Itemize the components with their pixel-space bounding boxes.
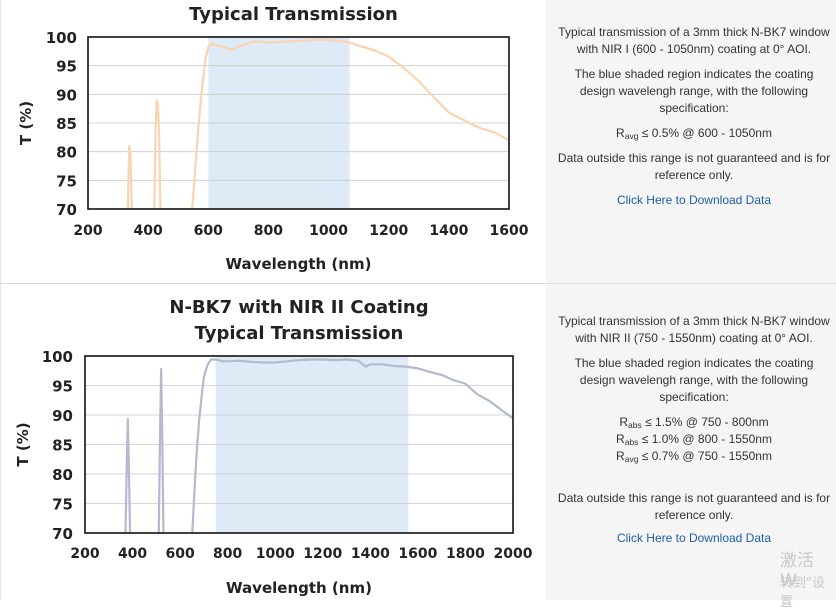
data-disclaimer: Data outside this range is not guarantee… (557, 151, 831, 182)
shaded-region-note: The blue shaded region indicates the coa… (574, 356, 814, 404)
y-tick-label: 95 (52, 378, 73, 396)
chart-panel: 70 75 80 85 90 95 100 200 400 600 800 1000 1200 1400 1… (0, 284, 547, 600)
y-tick-label: 80 (56, 144, 77, 162)
transmission-chart-nir2: 70 75 80 85 90 95 100 200 400 600 800 1000 1200 1400 1… (14, 297, 533, 597)
spec-line: Rabs ≤ 1.0% @ 800 - 1550nm (616, 432, 772, 447)
chart-title-line: Typical Transmission (195, 323, 404, 344)
transmission-line-1 (157, 367, 165, 533)
y-axis-label: T (%) (14, 422, 32, 466)
spec-line: Rabs ≤ 1.5% @ 750 - 800nm (619, 415, 769, 430)
data-disclaimer: Data outside this range is not guarantee… (557, 491, 831, 522)
y-tick-label: 75 (52, 496, 73, 514)
x-tick-label: 400 (134, 223, 163, 239)
x-tick-label: 1000 (309, 223, 348, 239)
plot-frame (87, 36, 510, 210)
y-tick-label: 90 (52, 407, 73, 425)
x-tick-label: 1000 (256, 546, 295, 562)
chart-info-text: Typical transmission of a 3mm thick N-BK… (556, 313, 832, 555)
x-tick-label: 200 (73, 223, 102, 239)
y-tick-label: 75 (56, 172, 77, 190)
transmission-line-2 (191, 358, 513, 533)
spec-line: Ravg ≤ 0.7% @ 750 - 1550nm (616, 449, 772, 464)
chart-title-line: Typical Transmission (189, 4, 398, 25)
x-tick-label: 1600 (398, 546, 437, 562)
chart-info-panel: Typical transmission of a 3mm thick N-BK… (546, 284, 836, 610)
download-data-link[interactable]: Click Here to Download Data (616, 193, 772, 207)
chart-title-line: N-BK7 with NIR II Coating (169, 297, 428, 318)
y-axis-label: T (%) (17, 101, 35, 145)
x-tick-label: 800 (254, 223, 283, 239)
y-tick-label: 85 (56, 115, 77, 133)
spec-line: Ravg ≤ 0.5% @ 600 - 1050nm (616, 126, 772, 141)
x-tick-label: 600 (165, 546, 194, 562)
y-tick-label: 70 (56, 201, 77, 219)
x-tick-label: 1200 (369, 223, 408, 239)
chart-row-2: 70 75 80 85 90 95 100 200 400 600 800 1000 1200 1400 1… (0, 283, 836, 610)
x-tick-label: 1400 (429, 223, 468, 239)
chart-info-text: Typical transmission of a 3mm thick N-BK… (556, 24, 832, 217)
transmission-line-0 (126, 144, 133, 209)
x-tick-label: 1200 (303, 546, 342, 562)
y-tick-label: 85 (52, 437, 73, 455)
download-data-link[interactable]: Click Here to Download Data (616, 531, 772, 545)
coating-specifications: Ravg ≤ 0.5% @ 600 - 1050nm (556, 125, 832, 142)
transmission-line-0 (124, 418, 132, 533)
y-tick-label: 70 (52, 525, 73, 543)
y-tick-label: 80 (52, 466, 73, 484)
y-tick-label: 90 (56, 86, 77, 104)
activation-watermark: 激活 W (780, 551, 814, 591)
transmission-chart-nir1: 70 75 80 85 90 95 100 200 400 600 800 1000 1200 1400 1… (17, 4, 529, 273)
chart-description: Typical transmission of a 3mm thick N-BK… (558, 314, 830, 345)
y-tick-label: 100 (42, 348, 73, 366)
chart-panel: 70 75 80 85 90 95 100 200 400 600 800 1000 1200 1400 1… (0, 0, 547, 283)
x-axis-label: Wavelength (nm) (226, 255, 372, 273)
x-tick-label: 1600 (490, 223, 529, 239)
chart-row-1: 70 75 80 85 90 95 100 200 400 600 800 1000 1200 1400 1… (0, 0, 836, 283)
x-axis-label: Wavelength (nm) (226, 579, 372, 597)
shaded-region-note: The blue shaded region indicates the coa… (574, 67, 814, 115)
x-tick-label: 2000 (494, 546, 533, 562)
x-tick-label: 600 (194, 223, 223, 239)
y-tick-label: 100 (46, 29, 77, 47)
plot-frame (84, 355, 514, 534)
x-tick-label: 400 (118, 546, 147, 562)
x-tick-label: 1800 (446, 546, 485, 562)
chart-description: Typical transmission of a 3mm thick N-BK… (558, 25, 830, 56)
activation-watermark-sub: 转到"设置 (780, 576, 825, 610)
chart-info-panel: Typical transmission of a 3mm thick N-BK… (546, 0, 836, 283)
transmission-line-1 (153, 99, 162, 209)
x-tick-label: 200 (70, 546, 99, 562)
coating-specifications: Rabs ≤ 1.5% @ 750 - 800nm Rabs ≤ 1.0% @ 8… (556, 414, 832, 465)
transmission-line-2 (191, 38, 509, 209)
x-tick-label: 1400 (351, 546, 390, 562)
y-tick-label: 95 (56, 58, 77, 76)
x-tick-label: 800 (213, 546, 242, 562)
